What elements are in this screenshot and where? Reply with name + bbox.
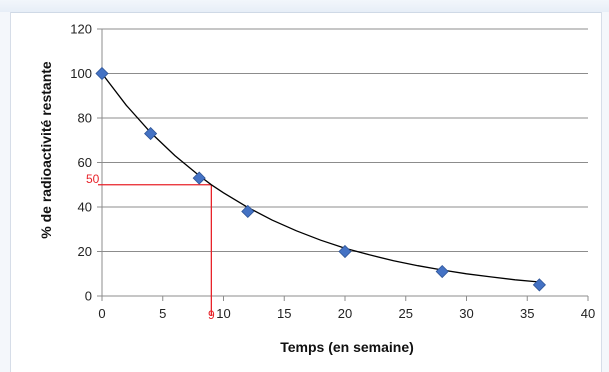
x-tick-label-30: 30 bbox=[459, 306, 473, 321]
data-point-12 bbox=[241, 204, 255, 219]
y-axis-title: % de radioactivité restante bbox=[38, 61, 54, 239]
annotation-x-label: 9 bbox=[208, 308, 215, 322]
x-tick-label-0: 0 bbox=[98, 306, 105, 321]
data-points bbox=[95, 66, 546, 292]
x-axis-title: Temps (en semaine) bbox=[280, 339, 414, 355]
exponential-trendline bbox=[101, 73, 540, 283]
y-tick-label-60: 60 bbox=[78, 155, 92, 170]
y-tick-label-80: 80 bbox=[78, 111, 92, 126]
x-tick-label-10: 10 bbox=[216, 306, 230, 321]
x-tick-label-5: 5 bbox=[159, 306, 166, 321]
y-tick-label-120: 120 bbox=[70, 22, 92, 37]
gridlines bbox=[102, 28, 588, 252]
y-tick-label-100: 100 bbox=[70, 66, 92, 81]
data-point-0 bbox=[95, 66, 109, 81]
x-tick-label-35: 35 bbox=[520, 306, 534, 321]
data-point-4 bbox=[144, 127, 158, 141]
data-point-20 bbox=[338, 244, 352, 259]
y-tick-label-40: 40 bbox=[78, 200, 92, 215]
y-tick-label-0: 0 bbox=[85, 289, 92, 304]
x-tick-label-25: 25 bbox=[399, 306, 413, 321]
annotation-y-label: 50 bbox=[86, 172, 100, 186]
data-point-36 bbox=[532, 278, 546, 292]
tick-labels: 0 20 40 60 80 100 120 0 5 10 15 20 25 30 35 40 bbox=[70, 22, 595, 322]
y-tick-label-20: 20 bbox=[78, 244, 92, 259]
x-tick-label-20: 20 bbox=[338, 306, 352, 321]
data-point-8 bbox=[192, 171, 206, 185]
x-tick-label-15: 15 bbox=[277, 306, 291, 321]
half-life-annotation: 509 bbox=[86, 172, 215, 322]
window-right-edge bbox=[601, 12, 609, 372]
data-point-28 bbox=[435, 264, 449, 279]
window-left-edge bbox=[0, 12, 11, 372]
window-top-edge bbox=[0, 0, 609, 13]
axes bbox=[97, 28, 589, 301]
trendline-layer bbox=[101, 73, 540, 283]
x-tick-label-40: 40 bbox=[581, 306, 595, 321]
